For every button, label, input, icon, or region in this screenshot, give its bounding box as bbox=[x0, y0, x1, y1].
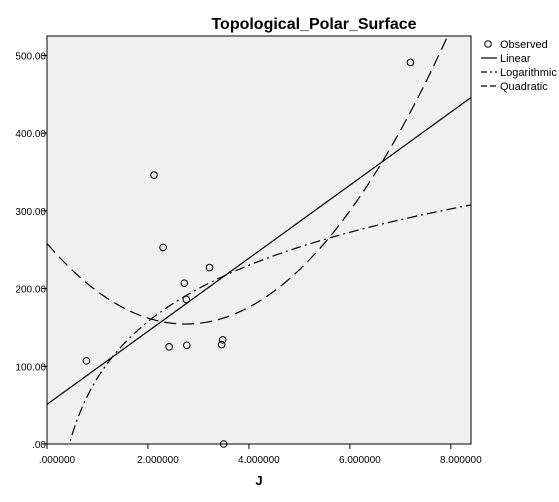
observed-point bbox=[182, 295, 191, 304]
plot-area bbox=[46, 35, 472, 445]
observed-point bbox=[218, 336, 227, 344]
x-tick-label: 6.000000 bbox=[339, 455, 381, 466]
y-axis: .00 100.00 200.00 300.00 400.00 500.00 bbox=[15, 51, 47, 451]
observed-point bbox=[217, 340, 226, 349]
observed-point bbox=[82, 357, 91, 365]
x-tick-label: 2.000000 bbox=[137, 455, 179, 466]
x-tick-label: .000000 bbox=[39, 455, 76, 466]
fit-line-logarithmic bbox=[68, 204, 471, 444]
legend-marker-observed bbox=[484, 40, 492, 48]
observed-point bbox=[159, 243, 167, 252]
y-tick-label: .00 bbox=[32, 440, 46, 451]
legend-label-logarithmic: Logarithmic bbox=[500, 67, 557, 79]
x-tick-label: 8.000000 bbox=[440, 455, 482, 466]
fit-line-linear bbox=[47, 97, 471, 405]
y-tick-label: 500.00 bbox=[15, 51, 46, 62]
observed-points bbox=[82, 58, 415, 448]
legend-label-quadratic: Quadratic bbox=[500, 81, 548, 93]
fit-line-quadratic bbox=[47, 36, 449, 325]
observed-point bbox=[205, 263, 214, 272]
x-axis-title: J bbox=[255, 473, 262, 488]
observed-point bbox=[183, 341, 191, 350]
x-tick-label: 4.000000 bbox=[238, 455, 280, 466]
y-tick-label: 200.00 bbox=[15, 285, 46, 296]
observed-point bbox=[180, 279, 189, 287]
observed-point bbox=[150, 171, 158, 179]
legend: Observed Linear Logarithmic Quadratic bbox=[481, 39, 557, 93]
fit-lines bbox=[47, 36, 471, 444]
observed-point bbox=[219, 440, 228, 448]
chart-title: Topological_Polar_Surface bbox=[211, 16, 416, 33]
y-tick-label: 300.00 bbox=[15, 207, 46, 218]
y-tick-label: 100.00 bbox=[15, 362, 46, 373]
x-axis: .000000 2.000000 4.000000 6.000000 8.000000 bbox=[39, 444, 482, 466]
legend-label-observed: Observed bbox=[500, 39, 548, 51]
y-tick-label: 400.00 bbox=[15, 129, 46, 140]
observed-point bbox=[165, 343, 173, 351]
legend-label-linear: Linear bbox=[500, 53, 531, 65]
observed-point bbox=[406, 58, 415, 67]
